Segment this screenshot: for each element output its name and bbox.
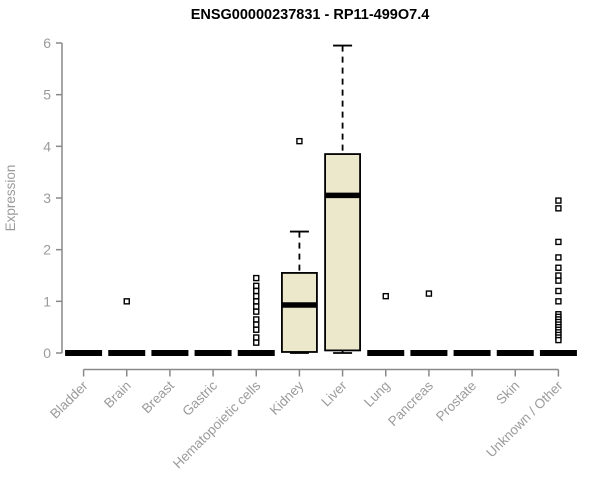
boxplot-bladder xyxy=(65,350,103,356)
outlier-point xyxy=(555,238,562,246)
iqr-box xyxy=(324,153,361,352)
x-axis-category-label-pancreas: Pancreas xyxy=(385,378,436,429)
outlier-point xyxy=(253,287,260,295)
median-line-collapsed xyxy=(65,350,103,356)
y-axis-tick-label: 1 xyxy=(43,293,51,309)
median-line-collapsed xyxy=(367,350,405,356)
median-line-collapsed xyxy=(453,350,491,356)
outlier-point xyxy=(555,277,562,284)
outlier-point xyxy=(555,272,562,279)
median-line-collapsed xyxy=(496,350,534,356)
x-axis-category-label-unknown-other: Unknown / Other xyxy=(483,378,566,461)
boxes-layer xyxy=(65,44,577,356)
y-axis-tick-label: 6 xyxy=(43,35,51,51)
x-axis-category-label-breast: Breast xyxy=(139,378,177,416)
y-axis-tick-label: 3 xyxy=(43,190,51,206)
median-line-collapsed xyxy=(539,350,577,356)
x-axis-category-label-bladder: Bladder xyxy=(47,378,91,422)
outlier-point xyxy=(555,264,562,271)
boxplot-kidney xyxy=(281,137,318,354)
boxplot-liver xyxy=(324,44,361,354)
outlier-point xyxy=(555,254,562,261)
outlier-point xyxy=(555,205,562,212)
y-axis-tick-label: 4 xyxy=(43,138,51,154)
outlier-point xyxy=(253,274,260,282)
y-axis-tick-label: 2 xyxy=(43,242,51,258)
x-axis-category-label-prostate: Prostate xyxy=(433,378,479,424)
boxplot-gastric xyxy=(194,350,232,356)
boxplot-lung xyxy=(367,292,405,356)
chart-title: ENSG00000237831 - RP11-499O7.4 xyxy=(191,7,430,23)
outlier-point xyxy=(555,298,562,305)
boxplot-hematopoietic-cells xyxy=(237,274,275,356)
y-axis-title: Expression xyxy=(3,165,18,232)
outlier-point xyxy=(253,326,260,333)
x-axis-category-label-brain: Brain xyxy=(101,378,134,411)
boxplot-pancreas xyxy=(410,290,448,356)
outlier-point xyxy=(555,336,562,344)
outlier-point xyxy=(253,334,260,341)
outlier-point xyxy=(253,316,260,323)
median-line-collapsed xyxy=(237,350,275,356)
y-axis-tick-label: 5 xyxy=(43,87,51,103)
boxplot-prostate xyxy=(453,350,491,356)
x-axis-category-label-liver: Liver xyxy=(318,378,350,410)
outlier-point xyxy=(123,298,130,305)
outlier-point xyxy=(253,339,260,346)
outlier-point xyxy=(555,287,562,295)
iqr-box xyxy=(281,272,318,353)
outlier-point xyxy=(253,292,260,300)
outlier-point xyxy=(253,298,260,305)
x-axis-category-label-lung: Lung xyxy=(361,378,393,410)
boxplot-skin xyxy=(496,350,534,356)
x-axis-category-label-kidney: Kidney xyxy=(267,378,307,418)
outlier-point xyxy=(253,321,260,328)
outlier-point xyxy=(253,282,260,290)
median-line-collapsed xyxy=(194,350,232,356)
outlier-point xyxy=(253,303,260,310)
median-line-collapsed xyxy=(108,350,146,356)
outlier-point xyxy=(555,197,562,204)
median-line-collapsed xyxy=(410,350,448,356)
x-axis-category-label-gastric: Gastric xyxy=(179,378,220,419)
y-axis-tick-label: 0 xyxy=(43,345,51,361)
outlier-point xyxy=(296,137,303,145)
x-axis-category-label-skin: Skin xyxy=(493,378,522,407)
outlier-point xyxy=(382,292,389,300)
outlier-point xyxy=(425,290,433,297)
boxplot-breast xyxy=(151,350,189,356)
boxplot-brain xyxy=(108,298,146,356)
boxplot-unknown-other xyxy=(539,197,577,356)
median-line-collapsed xyxy=(151,350,189,356)
outlier-point xyxy=(253,308,260,315)
